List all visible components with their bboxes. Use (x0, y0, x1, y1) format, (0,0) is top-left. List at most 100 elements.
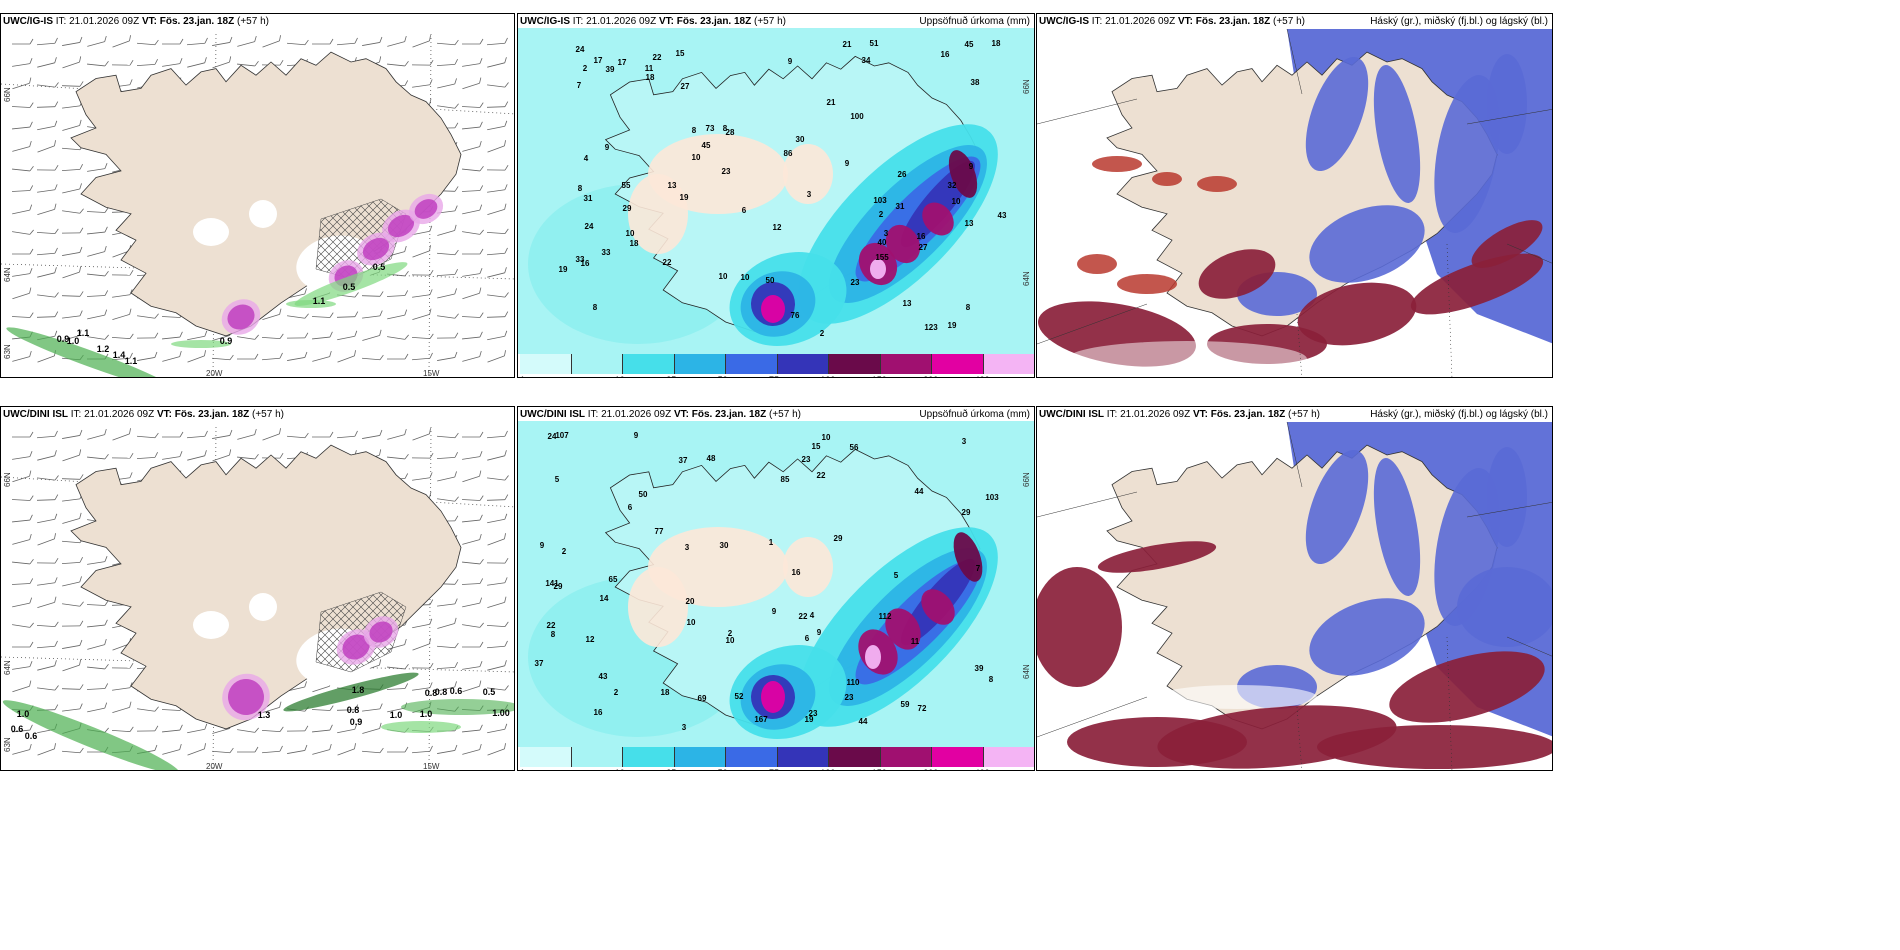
precip-value-label: 6 (628, 503, 633, 512)
wind-barb (336, 37, 358, 46)
wind-barb (162, 38, 184, 45)
wind-barb (37, 292, 59, 298)
wind-barb (262, 35, 281, 48)
low-cloud-band (1487, 447, 1527, 547)
precip-value-label: 3 (962, 437, 967, 446)
wind-barb (87, 619, 108, 628)
lat-label-66n: 66N (3, 87, 12, 102)
wind-barb (262, 308, 282, 321)
wind-barb (436, 249, 459, 256)
wind-band (2, 700, 180, 770)
precip-value-label: 18 (661, 688, 670, 697)
wind-barb (87, 428, 107, 440)
precip-value-label: 43 (998, 211, 1007, 220)
wind-barb (486, 640, 508, 649)
wind-barb (12, 533, 32, 545)
precip-value-label: 69 (698, 694, 707, 703)
wind-barb (237, 428, 257, 440)
precip-value-label: 56 (850, 443, 859, 452)
wind-barb (11, 578, 34, 585)
precip-band (953, 532, 983, 582)
precip-value-label: 19 (680, 193, 689, 202)
wind-barb (362, 722, 382, 734)
wind-speed-label: 1.4 (113, 350, 126, 360)
wind-barb (387, 454, 409, 460)
mid-cloud-patch (1117, 274, 1177, 294)
mid-cloud (1198, 249, 1276, 299)
wind-barb (186, 430, 208, 439)
wind-barb (412, 245, 431, 258)
wind-contour (362, 237, 390, 261)
wind-barb (462, 350, 482, 362)
wind-barb (412, 79, 433, 88)
wind-barb (86, 207, 109, 213)
precip-value-label: 29 (623, 204, 632, 213)
wind-barb (462, 287, 482, 300)
wind-barb (62, 493, 83, 502)
wind-contour (342, 634, 370, 660)
wind-contour (369, 621, 393, 643)
wind-barb (137, 706, 159, 712)
wind-barb (237, 334, 259, 340)
precip-value-label: 44 (859, 717, 868, 726)
precip-value-label: 73 (706, 124, 715, 133)
precip-value-label: 2 (728, 629, 733, 638)
precip-value-label: 52 (735, 692, 744, 701)
precip-value-label: 2 (583, 64, 588, 73)
wind-barb (62, 56, 82, 69)
colorbar-segment (932, 747, 984, 767)
colorbar-label: 100 (820, 375, 835, 377)
precip-value-label: 16 (581, 259, 590, 268)
wind-barb (61, 747, 84, 754)
gridline (1296, 313, 1303, 377)
wind-barb (162, 431, 184, 438)
wind-barb (112, 35, 131, 48)
wind-barb (486, 37, 508, 46)
wind-barb (62, 449, 82, 462)
colorbar-label: 75 (769, 768, 779, 770)
colorbar-segment (674, 354, 726, 374)
low-cloud-band (1373, 64, 1421, 204)
colorbar-segment (829, 747, 881, 767)
wind-barb (237, 61, 259, 67)
wind-barb (111, 59, 134, 66)
wind-barb (462, 331, 483, 340)
wind-barb (412, 638, 431, 651)
wind-barb (62, 329, 82, 341)
wind-barb (286, 432, 309, 439)
wind-barb (62, 36, 83, 46)
precip-value-label: 31 (584, 194, 593, 203)
precip-value-label: 103 (985, 493, 999, 502)
wind-barb (487, 203, 507, 216)
wind-barb (437, 496, 459, 502)
lon-label-20w: 20W (206, 762, 223, 771)
wind-barb (487, 513, 508, 524)
precip-value-label: 8 (989, 675, 994, 684)
precip-value-label: 3 (682, 723, 687, 732)
wind-barb (487, 577, 508, 586)
wind-barb (62, 429, 83, 439)
precip-value-label: 8 (551, 630, 556, 639)
wind-barb (212, 429, 233, 439)
colorbar-segment (623, 747, 675, 767)
wind-barb (461, 102, 484, 108)
wind-barb (462, 470, 482, 483)
wind-barb (412, 472, 433, 481)
precip-value-label: 76 (791, 311, 800, 320)
wind-barb (462, 77, 482, 90)
wind-band (283, 672, 419, 712)
wind-barb (37, 140, 56, 153)
gridline (1506, 636, 1552, 657)
precip-value-label: 1 (769, 538, 774, 547)
panel-header: UWC/IG-IS IT: 21.01.2026 09Z VT: Fös. 23… (3, 16, 269, 27)
precip-value-label: 3 (685, 543, 690, 552)
precip-value-label: 12 (586, 635, 595, 644)
precip-value-label: 33 (602, 248, 611, 257)
wind-barb (362, 310, 383, 319)
wind-barb (87, 556, 108, 565)
precip-value-label: 27 (919, 243, 928, 252)
wind-barb (237, 727, 259, 733)
wind-barb (87, 702, 108, 713)
lat-label-64n: 64N (3, 267, 12, 282)
lon-gridline (428, 426, 432, 770)
